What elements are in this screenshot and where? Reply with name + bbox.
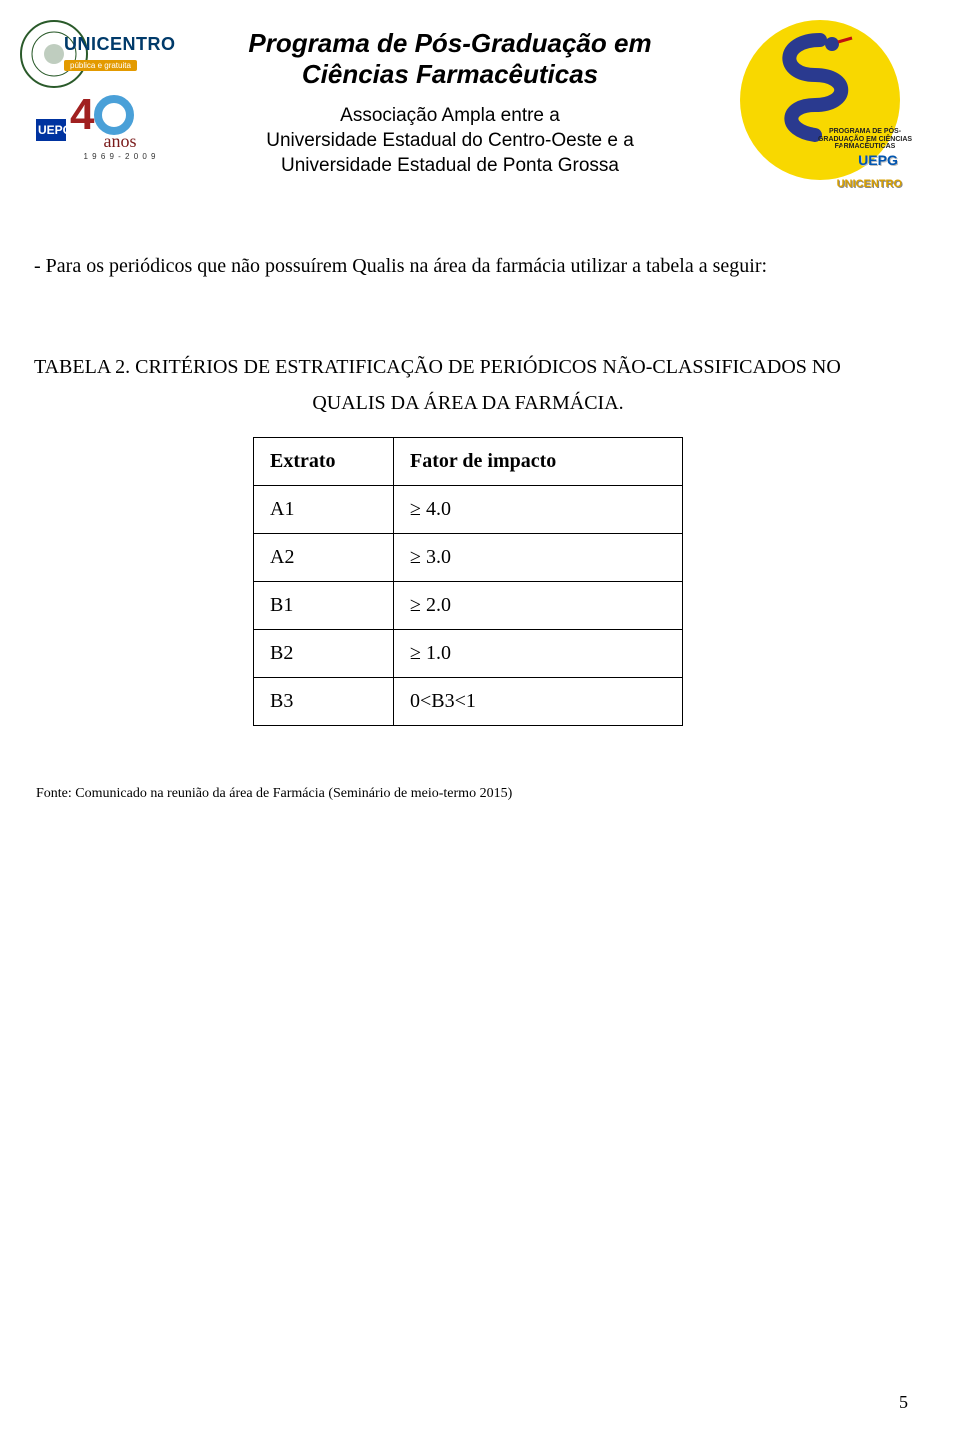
uepg-40-logo: UEPG 4 anos 1 9 6 9 - 2 0 0 9	[36, 92, 176, 168]
cube-icon	[828, 146, 856, 174]
mini-unicentro-label: UNICENTRO	[837, 178, 902, 190]
table-row: B1 ≥ 2.0	[254, 582, 683, 630]
uepg-label: UEPG	[36, 119, 66, 141]
cell-extrato: B1	[254, 582, 394, 630]
unicentro-wordmark: UNICENTRO	[64, 34, 174, 55]
title-line-2: Ciências Farmacêuticas	[302, 59, 598, 89]
col-header-extrato: Extrato	[254, 438, 394, 486]
sub-line-1: Associação Ampla entre a	[340, 105, 560, 126]
table-row: B2 ≥ 1.0	[254, 630, 683, 678]
source-note: Fonte: Comunicado na reunião da área de …	[36, 786, 902, 802]
mini-logos: UEPG	[810, 150, 920, 170]
cell-fator: ≥ 1.0	[394, 630, 683, 678]
zero-globe-icon	[94, 95, 134, 135]
page-content: - Para os periódicos que não possuírem Q…	[0, 200, 960, 802]
page-number: 5	[899, 1392, 908, 1413]
sub-line-3: Universidade Estadual de Ponta Grossa	[281, 155, 619, 176]
right-logo-block: PROGRAMA DE PÓS-GRADUAÇÃO EM CIÊNCIAS FA…	[720, 20, 920, 200]
table-heading-line-1: TABELA 2. CRITÉRIOS DE ESTRATIFICAÇÃO DE…	[34, 348, 902, 386]
programa-label: PROGRAMA DE PÓS-GRADUAÇÃO EM CIÊNCIAS FA…	[810, 128, 920, 151]
program-subtitle: Associação Ampla entre a Universidade Es…	[190, 104, 710, 178]
cell-fator: ≥ 2.0	[394, 582, 683, 630]
forty-number: 4	[70, 95, 94, 135]
sub-line-2: Universidade Estadual do Centro-Oeste e …	[266, 130, 634, 151]
cell-fator: ≥ 3.0	[394, 534, 683, 582]
table-heading-line-2: QUALIS DA ÁREA DA FARMÁCIA.	[34, 392, 902, 415]
page-header: UNICENTRO pública e gratuita UEPG 4 anos…	[0, 0, 960, 200]
table-header-row: Extrato Fator de impacto	[254, 438, 683, 486]
forty-years-icon: 4 anos 1 9 6 9 - 2 0 0 9	[70, 95, 170, 165]
table-row: A2 ≥ 3.0	[254, 534, 683, 582]
stratification-table: Extrato Fator de impacto A1 ≥ 4.0 A2 ≥ 3…	[253, 437, 683, 726]
header-title-block: Programa de Pós-Graduação em Ciências Fa…	[190, 20, 710, 178]
title-line-1: Programa de Pós-Graduação em	[248, 28, 651, 58]
years-range: 1 9 6 9 - 2 0 0 9	[70, 152, 170, 161]
left-logo-block: UNICENTRO pública e gratuita UEPG 4 anos…	[20, 20, 180, 170]
cell-extrato: A2	[254, 534, 394, 582]
mini-uepg-label: UEPG	[858, 152, 898, 168]
cell-extrato: B3	[254, 678, 394, 726]
unicentro-tagline: pública e gratuita	[64, 60, 137, 71]
cell-extrato: A1	[254, 486, 394, 534]
unicentro-logo: UNICENTRO pública e gratuita	[64, 34, 174, 73]
col-header-fator: Fator de impacto	[394, 438, 683, 486]
cell-fator: 0<B3<1	[394, 678, 683, 726]
program-title: Programa de Pós-Graduação em Ciências Fa…	[190, 28, 710, 90]
cell-extrato: B2	[254, 630, 394, 678]
table-row: B3 0<B3<1	[254, 678, 683, 726]
table-row: A1 ≥ 4.0	[254, 486, 683, 534]
cell-fator: ≥ 4.0	[394, 486, 683, 534]
intro-paragraph: - Para os periódicos que não possuírem Q…	[34, 250, 902, 282]
